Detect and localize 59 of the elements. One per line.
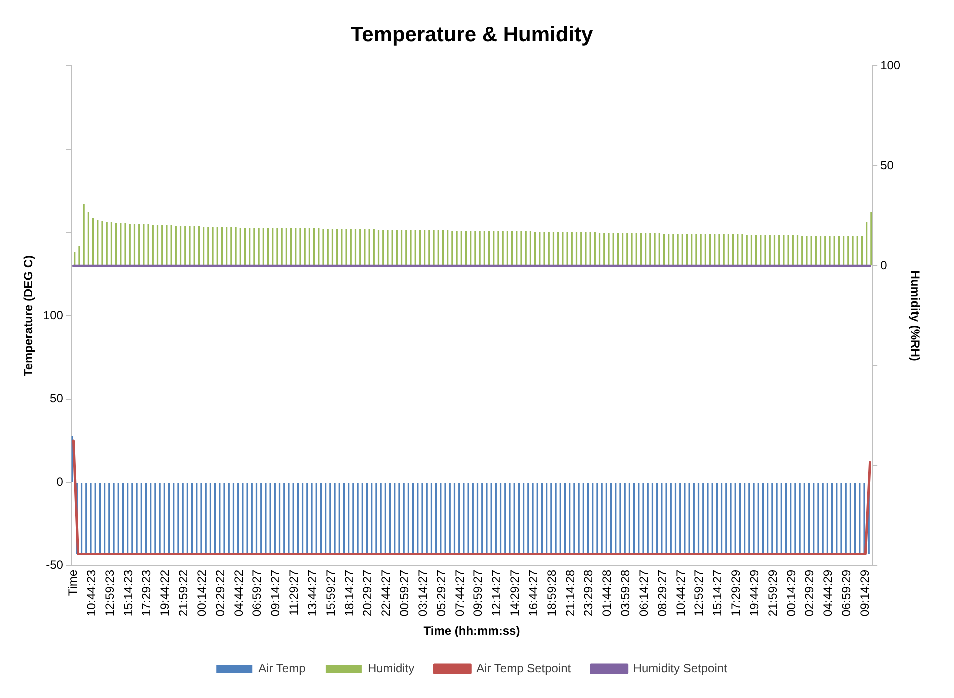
- x-tick-label: 13:44:27: [305, 570, 320, 617]
- x-tick-label: 17:29:23: [140, 570, 154, 617]
- x-tick-label: 08:29:27: [655, 570, 670, 617]
- x-tick-label: 12:59:27: [692, 570, 706, 617]
- x-tick-label: 19:44:22: [158, 570, 172, 617]
- x-tick-label: 09:59:27: [471, 570, 486, 617]
- x-tick-label: 21:14:28: [563, 570, 578, 617]
- legend-label: Air Temp: [258, 661, 306, 676]
- x-tick-label: 11:29:27: [287, 570, 302, 616]
- y2-tick-label: 50: [880, 158, 894, 172]
- x-tick-label: 09:14:29: [858, 570, 872, 617]
- x-tick-label: 06:59:27: [250, 570, 264, 617]
- x-tick-label: 15:14:23: [121, 570, 136, 617]
- x-tick-label: 07:44:27: [452, 570, 467, 617]
- x-tick-label: 18:14:27: [342, 570, 356, 617]
- x-tick-label: 10:44:23: [84, 570, 98, 617]
- x-tick-label: 00:14:22: [194, 570, 209, 617]
- x-tick-label: 19:44:29: [747, 570, 762, 617]
- x-tick-label: 10:44:27: [674, 570, 688, 617]
- x-tick-label: 17:29:29: [729, 570, 744, 617]
- x-tick-label: 12:59:23: [102, 570, 117, 617]
- y2-tick-label: 100: [880, 58, 901, 73]
- x-tick-label: 03:14:27: [416, 570, 430, 617]
- x-tick-label: 22:44:27: [379, 570, 394, 617]
- x-tick-label: 20:29:27: [360, 570, 375, 617]
- x-tick-label: Time: [66, 570, 80, 596]
- x-tick-label: 04:44:29: [821, 570, 836, 617]
- x-tick-label: 02:29:29: [802, 570, 817, 617]
- x-tick-label: 14:29:27: [508, 570, 522, 617]
- x-tick-label: 06:59:29: [840, 570, 854, 617]
- x-tick-label: 01:44:28: [600, 570, 614, 617]
- x-axis-title: Time (hh:mm:ss): [424, 624, 520, 638]
- x-tick-label: 16:44:27: [526, 570, 540, 617]
- legend-label: Humidity: [368, 661, 415, 676]
- chart-title: Temperature & Humidity: [350, 23, 594, 46]
- y-tick-label: 50: [50, 392, 64, 406]
- y-tick-label: -50: [46, 558, 64, 572]
- legend-label: Air Temp Setpoint: [476, 661, 572, 676]
- x-tick-label: 21:59:22: [176, 570, 191, 617]
- x-tick-label: 00:14:29: [784, 570, 798, 617]
- x-tick-label: 05:29:27: [434, 570, 448, 617]
- x-tick-label: 15:59:27: [324, 570, 338, 617]
- x-tick-label: 04:44:22: [232, 570, 246, 617]
- x-tick-label: 00:59:27: [398, 570, 412, 617]
- x-tick-label: 02:29:22: [213, 570, 228, 617]
- x-tick-label: 06:14:27: [636, 570, 651, 617]
- x-tick-label: 18:59:28: [544, 570, 559, 617]
- y-axis-title: Temperature (DEG C): [22, 255, 36, 377]
- y-tick-label: 100: [43, 308, 64, 322]
- y2-axis-title: Humidity (%RH): [908, 270, 922, 362]
- x-tick-label: 12:14:27: [490, 570, 504, 617]
- x-tick-label: 03:59:28: [618, 570, 633, 617]
- x-tick-label: 23:29:28: [582, 570, 596, 617]
- x-tick-label: 15:14:27: [710, 570, 725, 617]
- x-tick-label: 09:14:27: [268, 570, 283, 617]
- legend-label: Humidity Setpoint: [633, 661, 728, 676]
- y-tick-label: 0: [56, 474, 64, 489]
- y2-tick-label: 0: [880, 258, 888, 272]
- x-tick-label: 21:59:29: [766, 570, 780, 617]
